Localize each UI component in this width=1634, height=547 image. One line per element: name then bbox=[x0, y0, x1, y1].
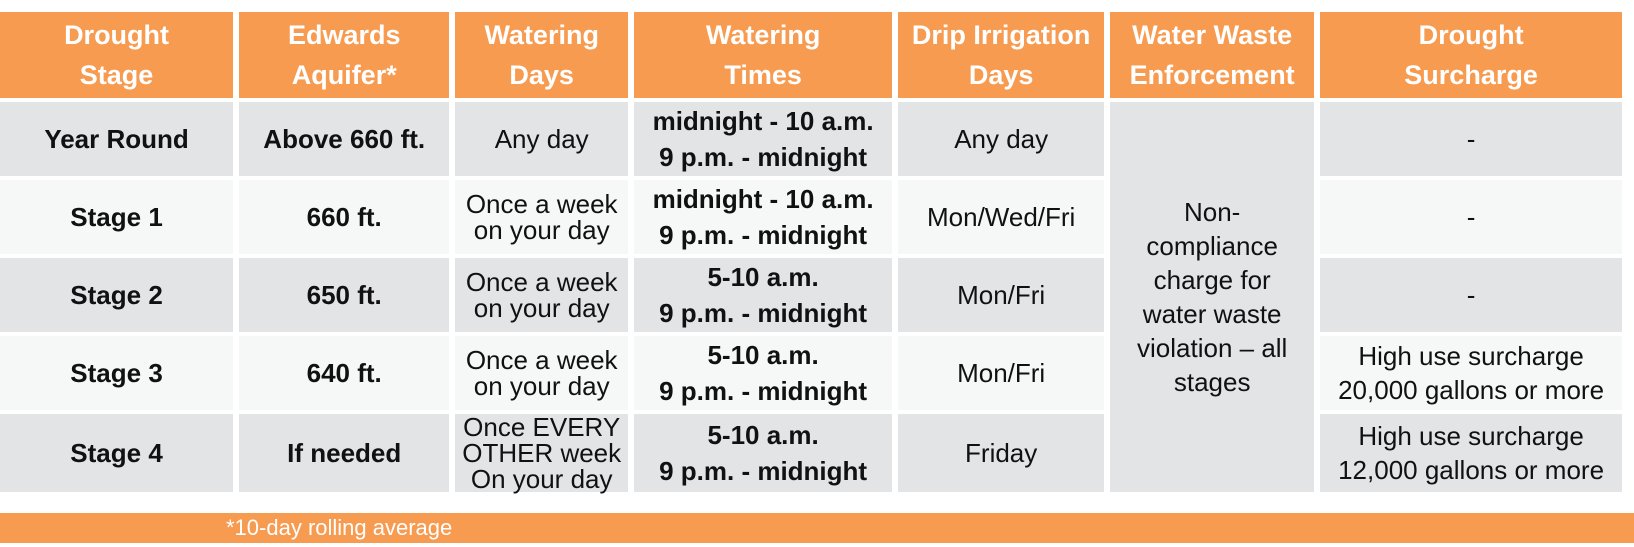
cell-surcharge: High use surcharge 20,000 gallons or mor… bbox=[1320, 336, 1622, 410]
cell-watering-days: Any day bbox=[455, 102, 629, 176]
cell-enforcement: Non- compliance charge for water waste v… bbox=[1110, 102, 1315, 492]
header-drought-stage: Drought Stage bbox=[0, 12, 234, 98]
cell-watering-days: Once a week on your day bbox=[455, 180, 629, 254]
header-watering-days: Watering Days bbox=[455, 12, 629, 98]
table-row: Stage 3 640 ft. Once a week on your day … bbox=[0, 336, 1622, 410]
header-drought-surcharge: Drought Surcharge bbox=[1320, 12, 1622, 98]
cell-drip-days: Mon/Fri bbox=[898, 336, 1105, 410]
time-window: 9 p.m. - midnight bbox=[659, 142, 868, 172]
time-window: midnight - 10 a.m. bbox=[652, 106, 874, 136]
cell-aquifer: 650 ft. bbox=[239, 258, 450, 332]
cell-surcharge: High use surcharge 12,000 gallons or mor… bbox=[1320, 414, 1622, 492]
cell-stage: Stage 1 bbox=[0, 180, 234, 254]
time-window: midnight - 10 a.m. bbox=[652, 184, 874, 214]
cell-aquifer: If needed bbox=[239, 414, 450, 492]
drought-restrictions-table: Drought Stage Edwards Aquifer* Watering … bbox=[0, 8, 1628, 496]
cell-surcharge: - bbox=[1320, 180, 1622, 254]
time-window: 9 p.m. - midnight bbox=[659, 456, 868, 486]
cell-watering-times: 5-10 a.m. 9 p.m. - midnight bbox=[634, 336, 893, 410]
cell-watering-days: Once EVERY OTHER week On your day bbox=[455, 414, 629, 492]
cell-stage: Stage 3 bbox=[0, 336, 234, 410]
cell-stage: Year Round bbox=[0, 102, 234, 176]
cell-drip-days: Mon/Fri bbox=[898, 258, 1105, 332]
time-window: 9 p.m. - midnight bbox=[659, 376, 868, 406]
time-window: 5-10 a.m. bbox=[707, 340, 819, 370]
cell-surcharge: - bbox=[1320, 102, 1622, 176]
header-water-waste-enforcement: Water Waste Enforcement bbox=[1110, 12, 1315, 98]
header-edwards-aquifer: Edwards Aquifer* bbox=[239, 12, 450, 98]
cell-surcharge: - bbox=[1320, 258, 1622, 332]
cell-stage: Stage 4 bbox=[0, 414, 234, 492]
cell-watering-times: midnight - 10 a.m. 9 p.m. - midnight bbox=[634, 180, 893, 254]
cell-stage: Stage 2 bbox=[0, 258, 234, 332]
cell-watering-times: midnight - 10 a.m. 9 p.m. - midnight bbox=[634, 102, 893, 176]
cell-aquifer: 640 ft. bbox=[239, 336, 450, 410]
cell-drip-days: Mon/Wed/Fri bbox=[898, 180, 1105, 254]
time-window: 5-10 a.m. bbox=[707, 262, 819, 292]
drought-restrictions-table-wrap: Drought Stage Edwards Aquifer* Watering … bbox=[0, 8, 1634, 496]
table-row: Stage 2 650 ft. Once a week on your day … bbox=[0, 258, 1622, 332]
table-row: Stage 4 If needed Once EVERY OTHER week … bbox=[0, 414, 1622, 492]
time-window: 5-10 a.m. bbox=[707, 420, 819, 450]
cell-watering-times: 5-10 a.m. 9 p.m. - midnight bbox=[634, 258, 893, 332]
header-drip-irrigation-days: Drip Irrigation Days bbox=[898, 12, 1105, 98]
table-row: Stage 1 660 ft. Once a week on your day … bbox=[0, 180, 1622, 254]
header-watering-times: Watering Times bbox=[634, 12, 893, 98]
cell-drip-days: Any day bbox=[898, 102, 1105, 176]
cell-drip-days: Friday bbox=[898, 414, 1105, 492]
cell-aquifer: Above 660 ft. bbox=[239, 102, 450, 176]
footnote: *10-day rolling average bbox=[226, 515, 453, 540]
footer-bar: *10-day rolling average bbox=[0, 513, 1634, 543]
cell-watering-days: Once a week on your day bbox=[455, 336, 629, 410]
cell-watering-times: 5-10 a.m. 9 p.m. - midnight bbox=[634, 414, 893, 492]
time-window: 9 p.m. - midnight bbox=[659, 298, 868, 328]
cell-watering-days: Once a week on your day bbox=[455, 258, 629, 332]
header-row: Drought Stage Edwards Aquifer* Watering … bbox=[0, 12, 1622, 98]
cell-aquifer: 660 ft. bbox=[239, 180, 450, 254]
table-row: Year Round Above 660 ft. Any day midnigh… bbox=[0, 102, 1622, 492]
time-window: 9 p.m. - midnight bbox=[659, 220, 868, 250]
